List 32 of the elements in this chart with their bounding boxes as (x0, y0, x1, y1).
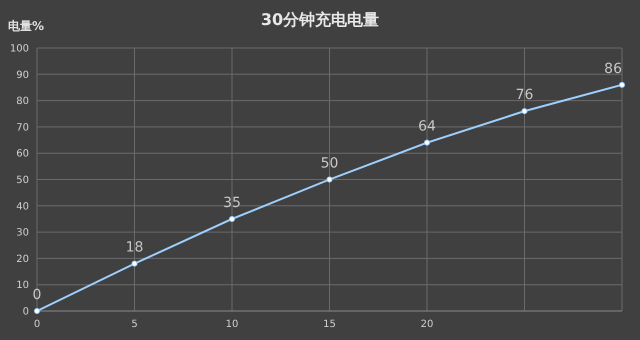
x-tick-label: 15 (323, 319, 336, 330)
chart-title: 30分钟充电电量 (260, 10, 380, 29)
data-label: 0 (32, 287, 42, 303)
y-tick-label: 20 (16, 254, 29, 265)
point (326, 176, 332, 182)
y-tick-label: 30 (16, 228, 29, 239)
data-label: 18 (126, 240, 144, 256)
data-label: 64 (418, 118, 436, 135)
y-tick-label: 10 (16, 280, 29, 292)
y-tick-label: 90 (16, 70, 29, 81)
y-tick-label: 0 (22, 306, 29, 318)
y-tick-label: 40 (16, 201, 29, 212)
y-tick-label: 50 (16, 175, 29, 186)
y-tick-label: 100 (10, 44, 29, 54)
y-tick-label: 70 (16, 122, 29, 134)
point (229, 216, 235, 222)
point (619, 82, 625, 88)
y-tick-label: 60 (16, 148, 29, 160)
point (132, 260, 138, 267)
x-tick-label: 5 (131, 319, 138, 330)
x-tick-label: 0 (34, 319, 40, 330)
point (424, 140, 430, 146)
y-tick-label: 80 (16, 96, 29, 108)
data-label: 86 (604, 60, 622, 77)
x-tick-label: 20 (420, 319, 434, 330)
data-label: 35 (223, 194, 241, 211)
y-axis-title: 电量% (8, 19, 44, 33)
data-label: 50 (320, 156, 338, 172)
data-label: 76 (516, 87, 534, 104)
point (34, 308, 40, 314)
point (522, 108, 528, 114)
x-tick-label: 10 (226, 319, 238, 330)
